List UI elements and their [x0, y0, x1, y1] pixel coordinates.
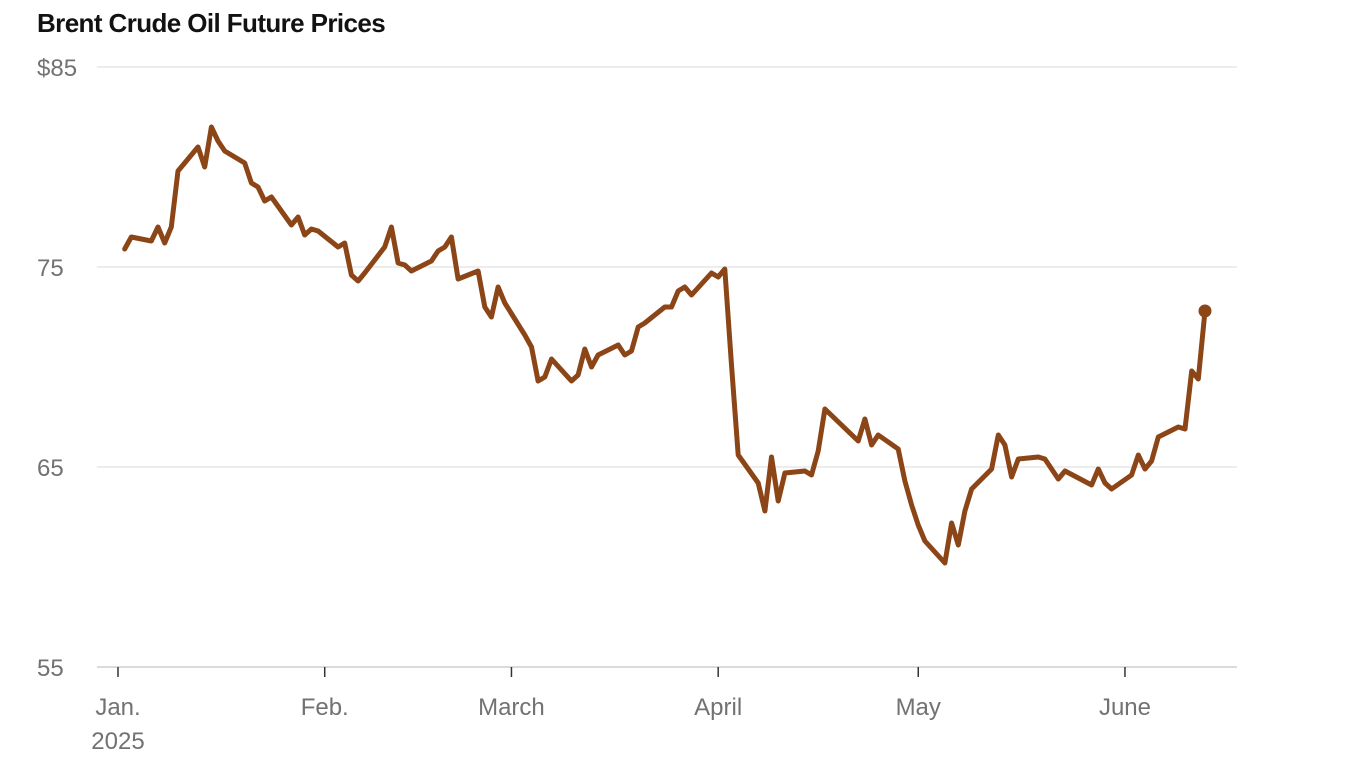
- x-tick-label: April: [694, 694, 742, 721]
- x-axis: Jan. 2025 Feb. March April May June: [91, 667, 1151, 755]
- price-line: [122, 124, 1208, 566]
- x-tick-sublabel: 2025: [91, 728, 144, 755]
- y-tick-label: 65: [37, 455, 64, 482]
- x-tick-label: Feb.: [301, 694, 349, 721]
- x-tick-label: Jan.: [95, 694, 140, 721]
- series-group: [122, 124, 1212, 566]
- y-axis: $85 75 65 55: [37, 55, 77, 682]
- y-tick-label: 75: [37, 255, 64, 282]
- gridlines: [97, 66, 1237, 668]
- x-tick-label: June: [1099, 694, 1151, 721]
- end-point-marker: [1198, 304, 1212, 318]
- chart-title: Brent Crude Oil Future Prices: [37, 8, 386, 38]
- x-tick-label: March: [478, 694, 545, 721]
- y-tick-label: 55: [37, 655, 64, 682]
- y-tick-label: $85: [37, 55, 77, 82]
- x-tick-label: May: [896, 694, 941, 721]
